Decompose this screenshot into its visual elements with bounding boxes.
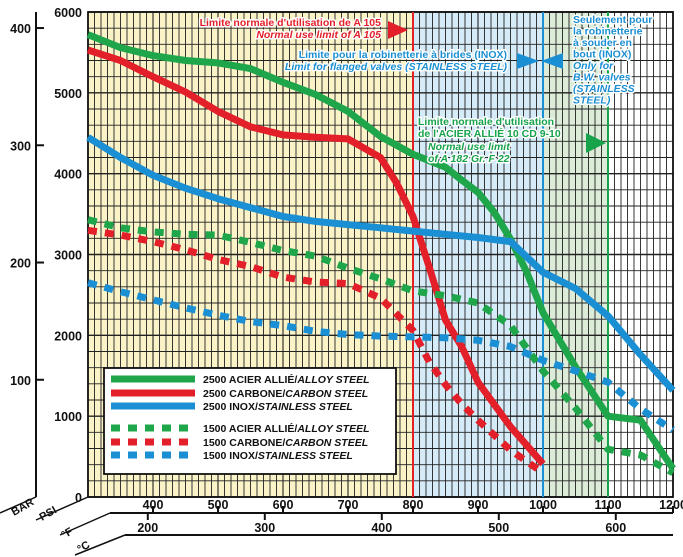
fahrenheit-tick-label: 700 (338, 498, 359, 512)
celsius-tick-label: 300 (254, 521, 275, 535)
fahrenheit-tick-label: 800 (403, 498, 424, 512)
celsius-tick-label: 500 (488, 521, 509, 535)
fahrenheit-tick-label: 500 (208, 498, 229, 512)
bar-tick-label: 300 (10, 139, 31, 153)
fahrenheit-tick-label: 900 (468, 498, 489, 512)
bar-tick-label: 400 (10, 22, 31, 36)
psi-axis-label: PSI (38, 504, 59, 523)
legend-label: 1500 CARBONE/CARBON STEEL (203, 437, 368, 449)
legend-label: 1500 ACIER ALLIÉ/ALLOY STEEL (203, 422, 370, 435)
alloy-limit-label-fr-2: de l'ACIER ALLIÉ 10 CD 9-10 (418, 127, 561, 140)
bar-tick-label: 100 (10, 374, 31, 388)
bar-axis-label: BAR (10, 496, 37, 518)
legend: 2500 ACIER ALLIÉ/ALLOY STEEL 2500 CARBONE… (104, 368, 396, 474)
weld-only-label-fr: bout (INOX) (573, 49, 631, 61)
flanged-limit-label-en: Limit for flanged valves (STAINLESS STEE… (285, 61, 508, 73)
celsius-tick-label: 400 (371, 521, 392, 535)
weld-only-label-en: STEEL) (573, 95, 611, 107)
psi-tick-label: 4000 (54, 168, 82, 182)
weld-only-label-en: Only for (573, 60, 614, 72)
celsius-tick-label: 200 (137, 521, 158, 535)
legend-label: 1500 INOX/STAINLESS STEEL (203, 450, 353, 462)
legend-label: 2500 ACIER ALLIÉ/ALLOY STEEL (203, 373, 370, 386)
weld-only-label-fr: Seulement pour (573, 14, 652, 26)
alloy-limit-label-fr-1: Limite normale d'utilisation (418, 116, 554, 128)
weld-only-label-fr: la robinetterie (573, 26, 643, 38)
psi-tick-label: 1000 (54, 410, 82, 424)
fahrenheit-tick-label: 1200 (659, 498, 683, 512)
legend-label: 2500 CARBONE/CARBON STEEL (203, 388, 368, 400)
psi-tick-label: 5000 (54, 87, 82, 101)
fahrenheit-tick-label: 400 (143, 498, 164, 512)
fahrenheit-tick-label: 600 (273, 498, 294, 512)
psi-tick-label: 2000 (54, 329, 82, 343)
flanged-limit-label-fr: Limite pour la robinetterie à brides (IN… (299, 49, 507, 61)
fahrenheit-axis-label: °F (60, 526, 76, 542)
weld-only-label-en: (STAINLESS (573, 83, 635, 95)
psi-tick-label: 6000 (54, 6, 82, 20)
psi-tick-label: 3000 (54, 249, 82, 263)
weld-only-label-fr: à souder en (573, 37, 632, 49)
bar-tick-label: 200 (10, 257, 31, 271)
a105-limit-label-fr: Limite normale d'utilisation de A 105 (200, 17, 382, 29)
a105-limit-label-en: Normal use limit of A 105 (256, 29, 381, 41)
alloy-limit-label-en-2: of A 182 Gr. F 22 (428, 153, 510, 165)
fahrenheit-tick-label: 1000 (529, 498, 557, 512)
alloy-limit-label-en-1: Normal use limit (428, 141, 510, 153)
celsius-tick-label: 600 (605, 521, 626, 535)
legend-label: 2500 INOX/STAINLESS STEEL (203, 401, 353, 413)
fahrenheit-tick-label: 1100 (594, 498, 621, 512)
weld-only-label-en: B.W. valves (573, 72, 631, 84)
